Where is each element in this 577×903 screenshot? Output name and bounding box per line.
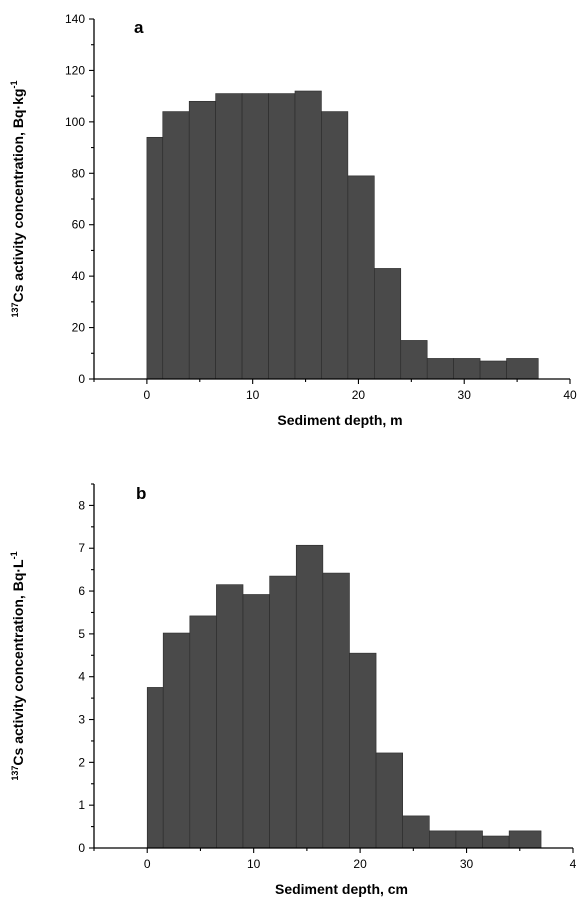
bar [189, 615, 217, 849]
bar [269, 575, 297, 849]
bar [146, 136, 164, 380]
x-tick-label: 0 [144, 857, 151, 871]
bar [188, 100, 216, 380]
x-tick-label: 4 [570, 857, 577, 871]
panel-label: a [134, 18, 144, 37]
y-tick-label: 140 [65, 12, 85, 26]
chart-panel-a: 0 20 40 60 80 100 120 140 0 10 20 30 40 Sediment dept… [9, 12, 577, 428]
x-tick-label: 10 [247, 857, 261, 871]
bar [162, 632, 191, 849]
y-tick-label: 0 [78, 372, 85, 386]
bar [506, 358, 539, 380]
bar [162, 111, 190, 380]
bar [482, 835, 510, 849]
y-tick-label: 6 [78, 584, 85, 598]
y-tick-label: 0 [78, 841, 85, 855]
bar [426, 358, 454, 380]
bar [453, 358, 481, 380]
bar [374, 268, 402, 380]
y-tick-label: 1 [78, 798, 85, 812]
y-tick-label: 100 [65, 115, 85, 129]
y-tick-label: 4 [78, 670, 85, 684]
bar [242, 594, 270, 849]
y-tick-label: 60 [72, 218, 86, 232]
x-tick-label: 0 [144, 388, 151, 402]
bar [347, 175, 375, 380]
x-tick-label: 40 [563, 388, 577, 402]
y-tick-label: 3 [78, 713, 85, 727]
bar [295, 544, 324, 849]
x-tick-label: 10 [246, 388, 260, 402]
y-axis-title: 137Cs activity concentration, Bq·L-1 [9, 551, 26, 780]
y-tick-label: 2 [78, 755, 85, 769]
bar [241, 93, 269, 380]
bar [215, 93, 243, 380]
bar [146, 687, 164, 849]
bar [479, 360, 507, 380]
bar [402, 815, 430, 849]
panel-label: b [136, 484, 146, 503]
bar [349, 652, 377, 849]
bar [428, 830, 457, 849]
x-tick-label: 20 [352, 388, 366, 402]
bar [455, 830, 483, 849]
x-axis-title: Sediment depth, m [277, 412, 402, 428]
y-tick-label: 7 [78, 541, 85, 555]
chart-panel-b: 0 1 2 3 4 5 6 7 8 0 10 20 30 4 Sediment depth, cm 137Cs… [9, 483, 577, 897]
x-tick-label: 30 [458, 388, 472, 402]
bar [508, 830, 542, 849]
y-tick-label: 5 [78, 627, 85, 641]
x-tick-label: 20 [353, 857, 367, 871]
y-axis-title: 137Cs activity concentration, Bq·kg-1 [9, 81, 26, 318]
y-tick-label: 40 [72, 269, 86, 283]
bar [400, 340, 428, 380]
x-axis-title: Sediment depth, cm [275, 881, 408, 897]
y-tick-label: 8 [78, 498, 85, 512]
y-tick-label: 120 [65, 63, 85, 77]
bar [321, 111, 349, 380]
bar [216, 584, 244, 849]
x-tick-label: 30 [460, 857, 474, 871]
bar [268, 93, 296, 380]
bar [294, 90, 322, 380]
y-tick-label: 20 [72, 321, 86, 335]
y-tick-label: 80 [72, 166, 86, 180]
bar [322, 572, 350, 849]
bar [375, 752, 403, 849]
